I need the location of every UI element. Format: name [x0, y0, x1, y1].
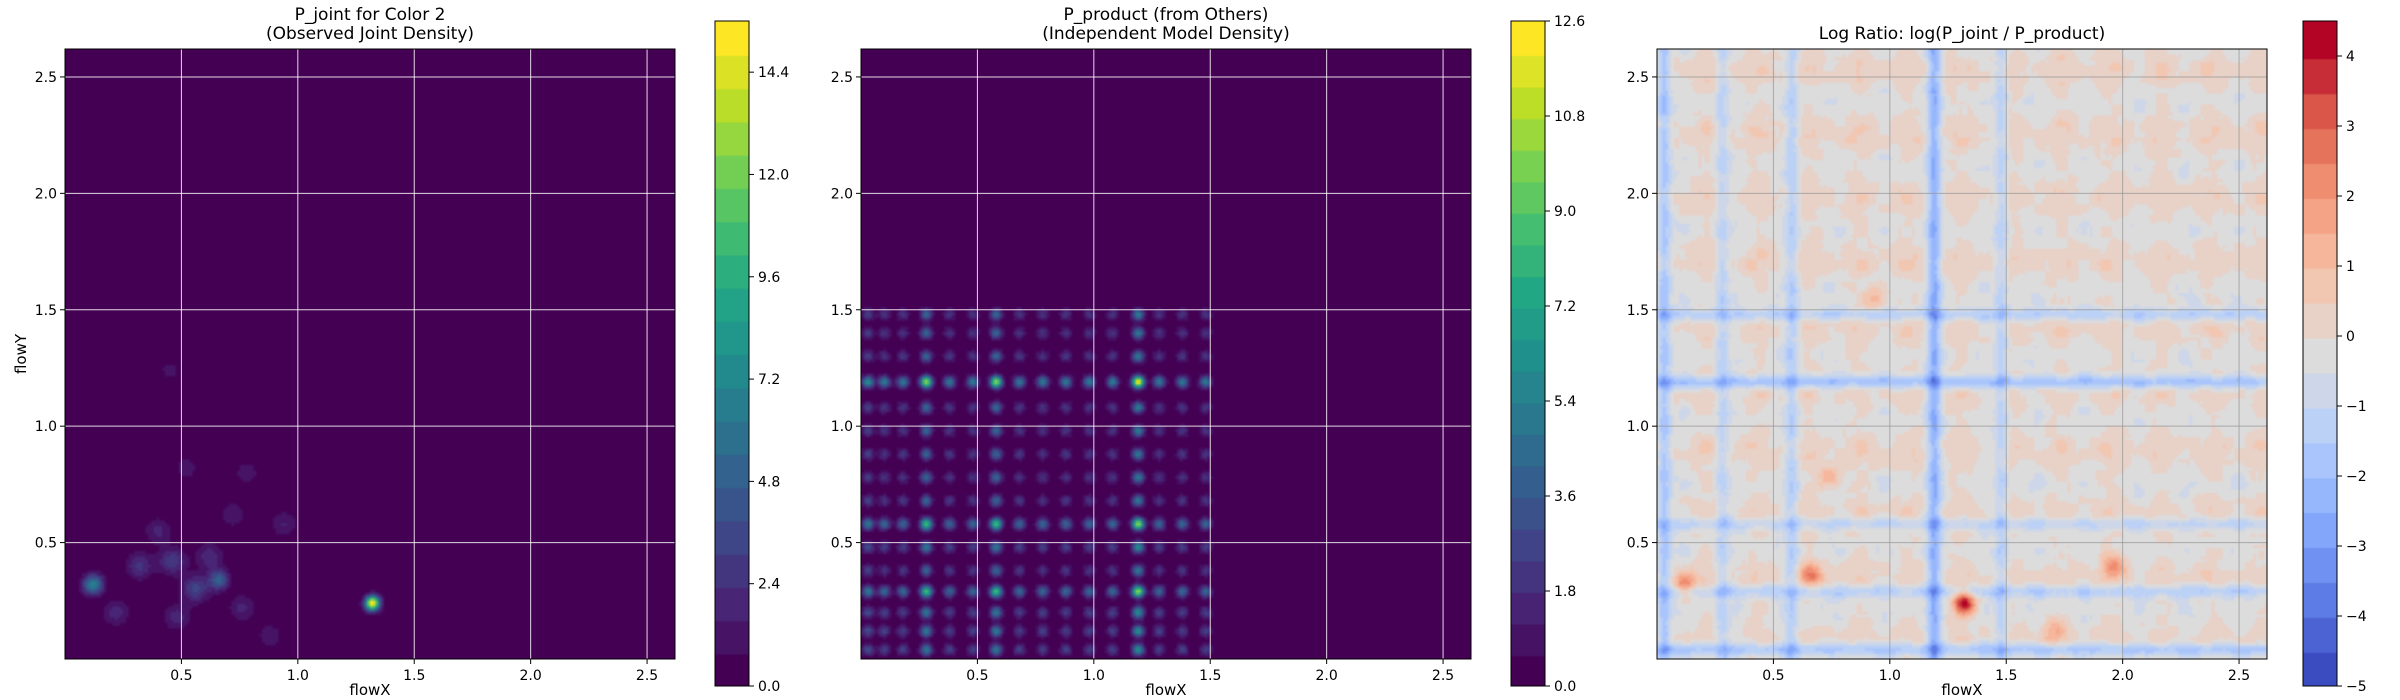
- panel-log-ratio: Log Ratio: log(P_joint / P_product) 0.5 1…: [1627, 20, 2367, 699]
- panel-1-grid: [65, 49, 675, 659]
- colorbar-tick-label: −1: [2346, 399, 2367, 415]
- y-tick-label: 1.0: [1627, 419, 1649, 435]
- panel-2-heatmap: [861, 49, 1471, 659]
- y-tick-label: 2.0: [1627, 186, 1649, 202]
- panel-1-title: P_joint for Color 2: [295, 5, 446, 25]
- colorbar-tick-label: 2: [2346, 189, 2355, 205]
- y-tick-label: 1.5: [1627, 303, 1649, 319]
- panel-2-subtitle: (Independent Model Density): [1042, 24, 1290, 44]
- colorbar-tick-label: 14.4: [758, 65, 789, 81]
- colorbar-tick-label: 0: [2346, 329, 2355, 345]
- colorbar-tick-label: 3.6: [1554, 489, 1576, 505]
- x-tick-label: 1.5: [1199, 668, 1221, 684]
- colorbar-tick-label: 0.0: [758, 679, 780, 695]
- panel-3-colorbar-ticks: −5 −4 −3 −2 −1 0 1 2 3 4: [2337, 49, 2367, 695]
- panel-3-title: Log Ratio: log(P_joint / P_product): [1819, 24, 2105, 44]
- panel-1-ylabel: flowY: [12, 333, 30, 374]
- colorbar-tick-label: −3: [2346, 539, 2367, 555]
- panel-1-colorbar-ticks: 0.0 2.4 4.8 7.2 9.6 12.0 14.4: [749, 65, 789, 695]
- panel-3-frame: [1656, 48, 2268, 660]
- colorbar-tick-label: 9.6: [758, 270, 780, 286]
- panel-2-xlabel: flowX: [1145, 681, 1186, 699]
- colorbar-tick-label: −2: [2346, 469, 2367, 485]
- x-tick-label: 2.5: [1432, 668, 1454, 684]
- panel-2-colorbar-frame: [1510, 20, 1546, 687]
- colorbar-tick-label: 2.4: [758, 577, 780, 593]
- panel-3-ticks: 0.5 1.0 1.5 2.0 2.5 0.5 1.0 1.5 2.0 2.5: [1627, 70, 2250, 684]
- panel-2-grid: [861, 49, 1471, 659]
- colorbar-tick-label: 7.2: [1554, 299, 1576, 315]
- panel-1-heatmap: [65, 49, 675, 659]
- y-tick-label: 2.5: [1627, 70, 1649, 86]
- y-tick-label: 1.5: [831, 303, 853, 319]
- colorbar-tick-label: 3: [2346, 119, 2355, 135]
- y-tick-label: 2.0: [35, 186, 57, 202]
- panel-2-title: P_product (from Others): [1064, 5, 1269, 25]
- y-tick-label: 2.5: [35, 70, 57, 86]
- panel-1-subtitle: (Observed Joint Density): [266, 24, 474, 44]
- x-tick-label: 1.0: [287, 668, 309, 684]
- panel-2-colorbar: [1511, 21, 1545, 686]
- x-tick-label: 0.5: [170, 668, 192, 684]
- x-tick-label: 2.0: [1316, 668, 1338, 684]
- x-tick-label: 2.0: [520, 668, 542, 684]
- x-tick-label: 1.0: [1083, 668, 1105, 684]
- colorbar-tick-label: 1.8: [1554, 584, 1576, 600]
- panel-3-heatmap: [1657, 49, 2267, 659]
- colorbar-tick-label: 10.8: [1554, 109, 1585, 125]
- panel-3-colorbar: [2303, 21, 2337, 686]
- y-tick-label: 0.5: [35, 536, 57, 552]
- panel-p-product: P_product (from Others) (Independent Mod…: [831, 5, 1586, 699]
- x-tick-label: 1.0: [1879, 668, 1901, 684]
- x-tick-label: 1.5: [403, 668, 425, 684]
- colorbar-tick-label: 9.0: [1554, 204, 1576, 220]
- colorbar-tick-label: 1: [2346, 259, 2355, 275]
- panel-2-ticks: 0.5 1.0 1.5 2.0 2.5 0.5 1.0 1.5 2.0 2.5: [831, 70, 1454, 684]
- y-tick-label: 0.5: [1627, 536, 1649, 552]
- colorbar-tick-label: 0.0: [1554, 679, 1576, 695]
- x-tick-label: 0.5: [1762, 668, 1784, 684]
- panel-p-joint: P_joint for Color 2 (Observed Joint Dens…: [12, 5, 789, 699]
- colorbar-tick-label: 4.8: [758, 474, 780, 490]
- x-tick-label: 1.5: [1995, 668, 2017, 684]
- colorbar-tick-label: 5.4: [1554, 394, 1576, 410]
- y-tick-label: 1.0: [831, 419, 853, 435]
- panel-3-colorbar-frame: [2302, 20, 2338, 687]
- x-tick-label: 2.5: [636, 668, 658, 684]
- y-tick-label: 0.5: [831, 536, 853, 552]
- y-tick-label: 1.5: [35, 303, 57, 319]
- colorbar-tick-label: 4: [2346, 49, 2355, 65]
- panel-2-frame: [860, 48, 1472, 660]
- x-tick-label: 2.5: [2228, 668, 2250, 684]
- colorbar-tick-label: 12.6: [1554, 14, 1585, 30]
- panel-1-frame: [64, 48, 676, 660]
- panel-1-xlabel: flowX: [349, 681, 390, 699]
- panel-2-colorbar-ticks: 0.0 1.8 3.6 5.4 7.2 9.0 10.8 12.6: [1545, 14, 1585, 695]
- y-tick-label: 1.0: [35, 419, 57, 435]
- panel-3-grid: [1657, 49, 2267, 659]
- x-tick-label: 0.5: [966, 668, 988, 684]
- x-tick-label: 2.0: [2112, 668, 2134, 684]
- panel-1-colorbar: [715, 21, 749, 686]
- panel-3-xlabel: flowX: [1941, 681, 1982, 699]
- colorbar-tick-label: 12.0: [758, 167, 789, 183]
- colorbar-tick-label: −4: [2346, 609, 2367, 625]
- y-tick-label: 2.0: [831, 186, 853, 202]
- panel-1-ticks: 0.5 1.0 1.5 2.0 2.5 0.5 1.0 1.5 2.0 2.5: [35, 70, 658, 684]
- panel-1-colorbar-frame: [714, 20, 750, 687]
- colorbar-tick-label: −5: [2346, 679, 2367, 695]
- colorbar-tick-label: 7.2: [758, 372, 780, 388]
- y-tick-label: 2.5: [831, 70, 853, 86]
